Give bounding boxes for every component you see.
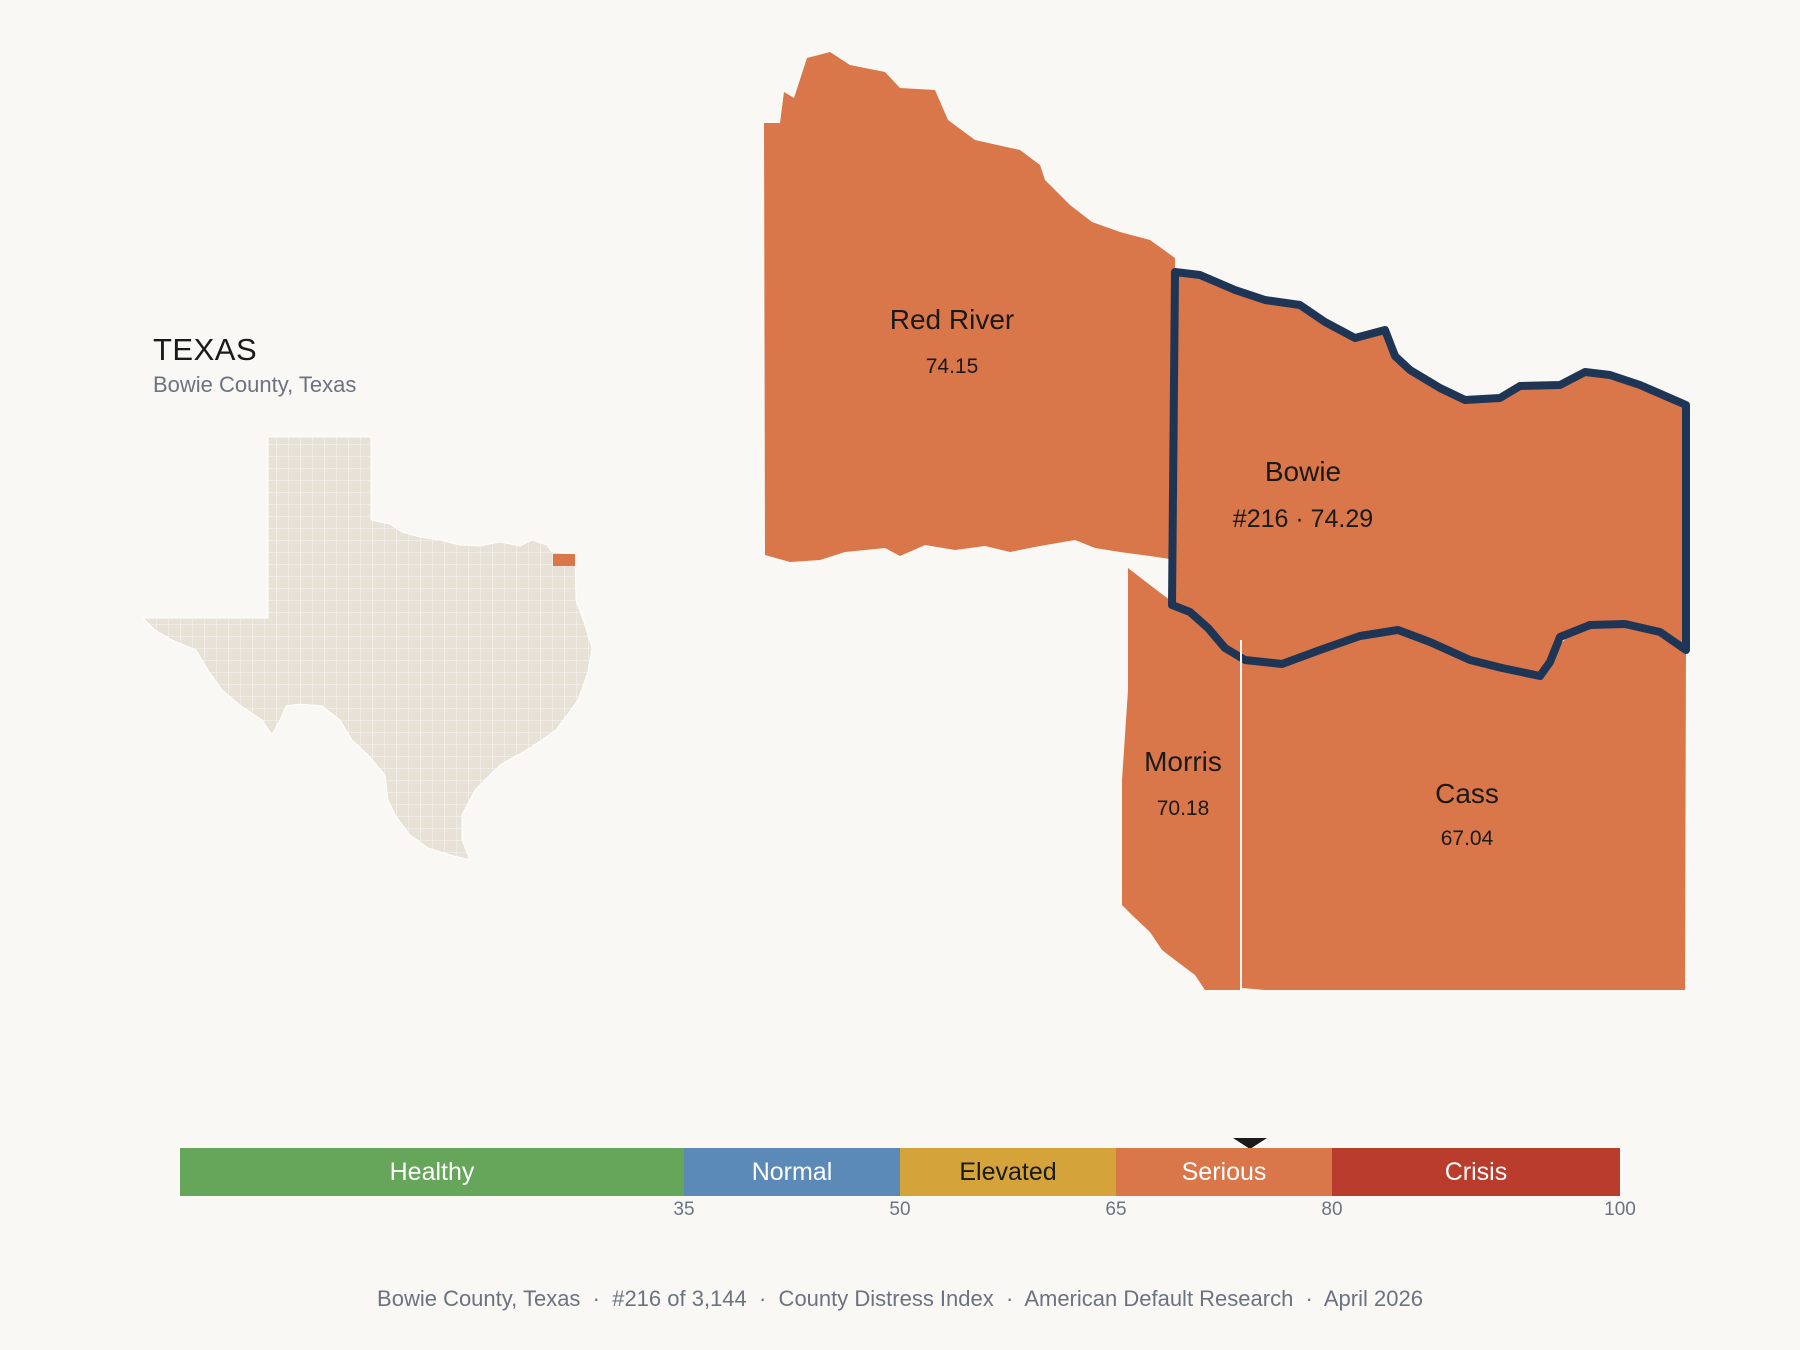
scale-tick: 80: [1321, 1199, 1343, 1220]
distress-scale-bar: Healthy Normal Elevated Serious Crisis: [180, 1148, 1620, 1196]
scale-segment-elevated: Elevated: [900, 1148, 1116, 1196]
score-marker: [1233, 1138, 1267, 1149]
county-bowie-shape: [1168, 268, 1690, 680]
scale-segment-normal: Normal: [684, 1148, 900, 1196]
scale-tick: 50: [889, 1199, 911, 1220]
county-value-red-river: 74.15: [926, 355, 979, 378]
county-value-bowie: #216 · 74.29: [1233, 505, 1373, 533]
bowie-location-marker: [553, 554, 575, 566]
county-labels: Red River 74.15 Bowie #216 · 74.29 Morri…: [890, 304, 1499, 850]
county-label-bowie: Bowie: [1265, 456, 1341, 487]
state-title: TEXAS: [153, 332, 258, 367]
county-cass-shape: [1242, 618, 1686, 990]
county-morris-shape: [1122, 568, 1242, 990]
county-red-river-shape: [764, 52, 1176, 562]
county-label-red-river: Red River: [890, 304, 1014, 335]
scale-segment-serious: Serious: [1116, 1148, 1332, 1196]
county-label-cass: Cass: [1435, 778, 1499, 809]
county-detail-map: [764, 52, 1690, 990]
footer-caption: Bowie County, Texas · #216 of 3,144 · Co…: [377, 1286, 1423, 1311]
scale-segment-crisis: Crisis: [1332, 1148, 1620, 1196]
texas-inset-map: [141, 436, 593, 861]
state-subtitle: Bowie County, Texas: [153, 372, 357, 397]
scale-tick: 100: [1604, 1199, 1636, 1220]
scale-tick: 65: [1105, 1199, 1127, 1220]
county-label-morris: Morris: [1144, 746, 1222, 777]
county-value-cass: 67.04: [1441, 827, 1494, 850]
texas-county-grid: [143, 437, 592, 860]
county-value-morris: 70.18: [1157, 797, 1210, 820]
scale-tick: 35: [673, 1199, 695, 1220]
scale-segment-healthy: Healthy: [180, 1148, 684, 1196]
